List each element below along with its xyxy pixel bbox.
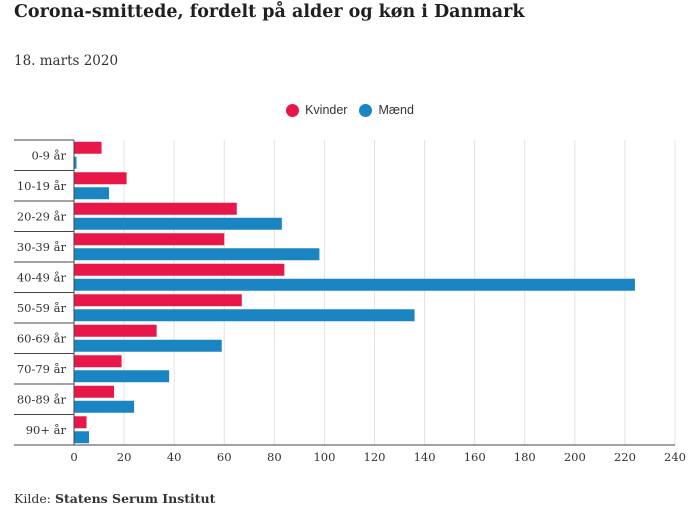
legend-label-maend: Mænd: [378, 103, 414, 117]
bar-kvinder: [74, 294, 242, 307]
x-tick-label: 80: [267, 450, 282, 464]
bar-maend: [74, 431, 90, 444]
legend-item-kvinder: Kvinder: [286, 103, 347, 117]
chart-subtitle: 18. marts 2020: [14, 53, 119, 69]
y-category-label: 60-69 år: [17, 331, 67, 345]
x-tick-label: 140: [414, 450, 436, 464]
bar-kvinder: [74, 172, 127, 185]
bar-maend: [74, 156, 77, 169]
bar-kvinder: [74, 141, 102, 154]
bar-maend: [74, 339, 222, 352]
x-tick-label: 0: [70, 450, 77, 464]
bar-maend: [74, 370, 170, 383]
x-tick-label: 60: [217, 450, 232, 464]
y-category-label: 30-39 år: [17, 240, 67, 254]
bar-kvinder: [74, 416, 87, 429]
bar-kvinder: [74, 263, 285, 276]
chart-title: Corona-smittede, fordelt på alder og køn…: [14, 2, 525, 22]
y-category-label: 70-79 år: [17, 362, 67, 376]
bar-maend: [74, 278, 635, 291]
y-category-label: 90+ år: [26, 423, 67, 437]
y-category-label: 0-9 år: [31, 148, 66, 162]
x-tick-label: 40: [167, 450, 182, 464]
bar-maend: [74, 309, 415, 322]
x-tick-label: 220: [614, 450, 636, 464]
bar-kvinder: [74, 324, 157, 337]
x-tick-label: 200: [564, 450, 586, 464]
bar-maend: [74, 400, 135, 413]
y-category-label: 40-49 år: [17, 270, 67, 284]
bar-chart: 0 20 40 60 80 100 120 140 160 180 200 220 240 0-9 år 1…: [14, 139, 686, 464]
x-tick-label: 100: [313, 450, 335, 464]
x-tick-label: 120: [364, 450, 386, 464]
source-note: Kilde: Statens Serum Institut: [14, 491, 215, 506]
bar-kvinder: [74, 385, 115, 398]
bar-kvinder: [74, 233, 225, 246]
legend-swatch-maend: [359, 103, 373, 117]
bar-kvinder: [74, 202, 237, 215]
x-tick-label: 240: [664, 450, 686, 464]
legend: Kvinder Mænd: [0, 100, 700, 120]
bar-kvinder: [74, 355, 122, 368]
source-label: Kilde:: [14, 491, 51, 506]
bar-maend: [74, 248, 320, 261]
y-category-label: 10-19 år: [17, 179, 67, 193]
bar-maend: [74, 187, 110, 200]
x-tick-label: 160: [464, 450, 486, 464]
source-name: Statens Serum Institut: [54, 491, 216, 506]
bar-maend: [74, 217, 282, 230]
y-category-label: 50-59 år: [17, 301, 67, 315]
legend-label-kvinder: Kvinder: [305, 103, 348, 117]
x-tick-label: 180: [514, 450, 536, 464]
y-category-label: 20-29 år: [17, 209, 67, 223]
legend-item-maend: Mænd: [359, 103, 414, 117]
legend-swatch-kvinder: [286, 103, 300, 117]
x-tick-label: 20: [117, 450, 132, 464]
y-category-label: 80-89 år: [17, 392, 67, 406]
